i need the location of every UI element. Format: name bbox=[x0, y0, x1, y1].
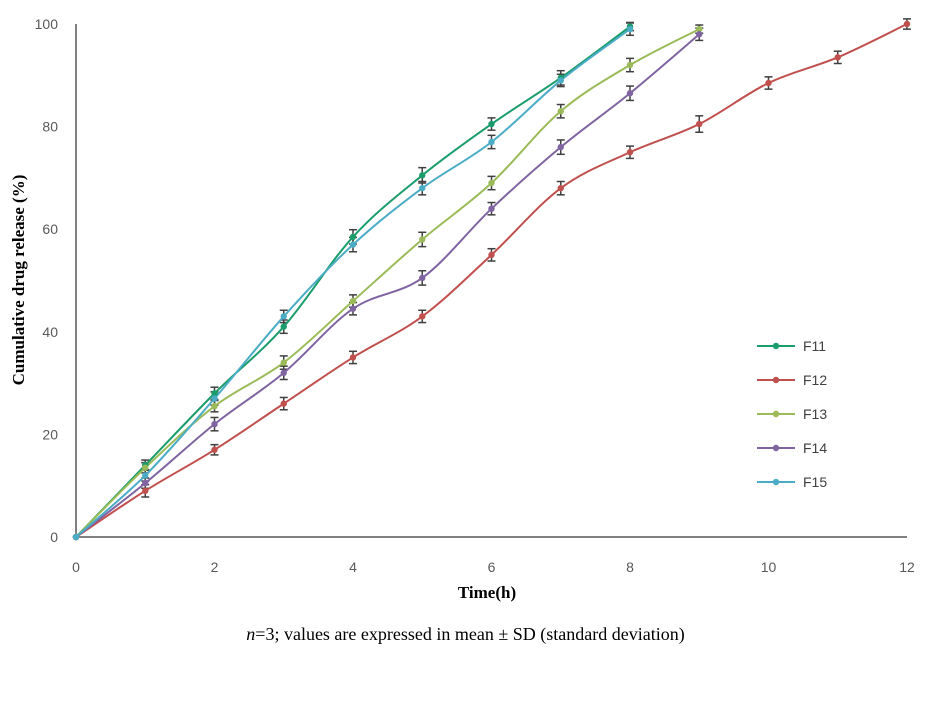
legend-label-f14: F14 bbox=[803, 440, 827, 456]
y-tick-label: 20 bbox=[42, 426, 58, 442]
data-point-f14 bbox=[488, 205, 495, 212]
x-axis-title: Time(h) bbox=[458, 583, 516, 602]
legend-marker-f13 bbox=[772, 410, 780, 418]
tick-labels: 0 2 4 6 8 10 12 0 20 40 60 80 100 bbox=[35, 16, 915, 575]
y-tick-label: 60 bbox=[42, 221, 58, 237]
legend-marker-f15 bbox=[772, 478, 780, 486]
footnote-text: =3; values are expressed in mean ± SD (s… bbox=[255, 624, 685, 644]
data-point-f13 bbox=[557, 108, 564, 115]
series-line-f12 bbox=[75, 23, 908, 538]
data-point-f13 bbox=[349, 297, 357, 305]
y-tick-label: 40 bbox=[42, 324, 58, 340]
data-point-f15 bbox=[626, 25, 634, 33]
y-tick-label: 0 bbox=[50, 529, 58, 545]
data-points bbox=[72, 20, 911, 541]
x-tick-label: 0 bbox=[72, 559, 80, 575]
error-bars bbox=[141, 18, 911, 498]
data-point-f14 bbox=[349, 305, 357, 312]
x-tick-label: 6 bbox=[488, 559, 496, 575]
data-point-f12 bbox=[765, 79, 772, 87]
series-line-f14 bbox=[75, 33, 700, 538]
data-point-f15 bbox=[488, 138, 495, 146]
data-point-f14 bbox=[626, 90, 634, 97]
x-tick-label: 10 bbox=[761, 559, 777, 575]
data-point-f15 bbox=[557, 77, 564, 84]
y-tick-label: 80 bbox=[42, 119, 58, 135]
data-point-f12 bbox=[349, 354, 357, 361]
legend-label-f11: F11 bbox=[803, 338, 826, 354]
data-point-f12 bbox=[903, 20, 911, 28]
legend-marker-f11 bbox=[772, 342, 780, 350]
data-point-f13 bbox=[626, 61, 634, 69]
data-point-f14 bbox=[696, 31, 703, 38]
data-point-f11 bbox=[349, 233, 357, 241]
footnote: n=3; values are expressed in mean ± SD (… bbox=[0, 624, 931, 645]
series-line-f13 bbox=[75, 28, 700, 538]
data-point-f12 bbox=[834, 54, 841, 61]
data-point-f13 bbox=[211, 402, 218, 410]
data-point-f12 bbox=[488, 251, 495, 259]
data-point-f14 bbox=[419, 274, 426, 282]
legend-marker-f12 bbox=[772, 376, 780, 384]
data-point-f11 bbox=[280, 323, 287, 330]
legend: F11 F12 F13 F14 F15 bbox=[757, 338, 827, 490]
data-point-f14 bbox=[280, 369, 287, 377]
data-point-f15 bbox=[211, 395, 218, 402]
legend-label-f13: F13 bbox=[803, 406, 827, 422]
data-point-f13 bbox=[142, 464, 149, 471]
data-point-f12 bbox=[211, 446, 218, 453]
data-point-f13 bbox=[280, 359, 287, 366]
data-point-f12 bbox=[280, 400, 287, 407]
data-point-f12 bbox=[557, 184, 564, 192]
footnote-n: n bbox=[246, 624, 256, 644]
data-point-f13 bbox=[419, 236, 426, 243]
data-point-f12 bbox=[142, 487, 149, 495]
legend-label-f12: F12 bbox=[803, 372, 827, 388]
series-line-f15 bbox=[75, 28, 631, 538]
x-tick-label: 4 bbox=[349, 559, 357, 575]
y-tick-label: 100 bbox=[35, 16, 59, 32]
data-point-f15 bbox=[142, 472, 149, 479]
data-point-f13 bbox=[488, 179, 495, 187]
legend-marker-f14 bbox=[772, 444, 780, 452]
data-point-f12 bbox=[626, 149, 634, 156]
series-lines bbox=[75, 23, 908, 538]
data-point-f11 bbox=[419, 172, 426, 179]
data-point-f13 bbox=[696, 25, 703, 33]
data-point-f15 bbox=[72, 533, 80, 541]
data-point-f15 bbox=[419, 184, 426, 192]
axes bbox=[75, 24, 907, 538]
data-point-f14 bbox=[557, 143, 564, 151]
x-tick-label: 8 bbox=[626, 559, 634, 575]
x-tick-label: 2 bbox=[211, 559, 219, 575]
data-point-f11 bbox=[488, 120, 495, 128]
data-point-f12 bbox=[696, 120, 703, 128]
y-axis-title: Cumulative drug release (%) bbox=[9, 175, 28, 386]
data-point-f15 bbox=[280, 313, 287, 320]
data-point-f12 bbox=[419, 313, 426, 320]
data-point-f11 bbox=[211, 390, 218, 397]
x-tick-label: 12 bbox=[899, 559, 915, 575]
data-point-f15 bbox=[349, 241, 357, 248]
legend-label-f15: F15 bbox=[803, 474, 827, 490]
data-point-f14 bbox=[142, 479, 149, 487]
data-point-f14 bbox=[211, 420, 218, 428]
